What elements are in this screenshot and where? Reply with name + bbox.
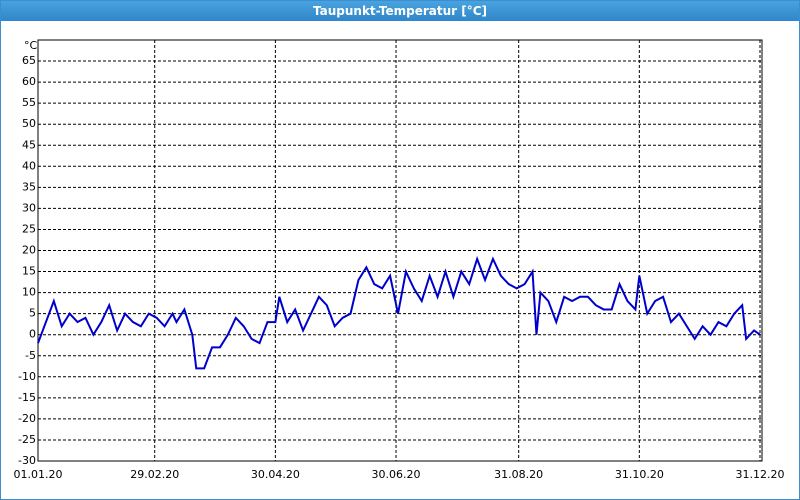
chart: °C -30 -25 -20 -15 -10 -5 0 5 10 15 20 25 30 35 40 45 50 5… [14, 39, 785, 481]
y-tick-label: 60 [22, 75, 36, 88]
y-tick-label: -20 [18, 412, 36, 425]
y-tick-label: 55 [22, 96, 36, 109]
y-tick-label: 65 [22, 54, 36, 67]
y-tick-label: -10 [18, 370, 36, 383]
y-tick-label: -15 [18, 391, 36, 404]
data-line [37, 255, 761, 370]
x-tick-label: 31.08.20 [494, 468, 543, 481]
y-tick-label: 45 [22, 138, 36, 151]
x-tick-label: 01.01.20 [14, 468, 63, 481]
y-tick-label: 40 [22, 159, 36, 172]
y-tick-label: -5 [25, 349, 36, 362]
y-unit: °C [24, 39, 38, 52]
x-tick-label: 31.10.20 [615, 468, 664, 481]
y-tick-label: -25 [18, 433, 36, 446]
y-tick-label: 50 [22, 117, 36, 130]
y-tick-label: 35 [22, 180, 36, 193]
y-tick-label: 10 [22, 286, 36, 299]
y-tick-label: 20 [22, 244, 36, 257]
y-tick-label: 5 [29, 307, 36, 320]
x-tick-label: 30.06.20 [372, 468, 421, 481]
y-tick-label: -30 [18, 454, 36, 467]
x-tick-label: 29.02.20 [130, 468, 179, 481]
y-tick-label: 25 [22, 222, 36, 235]
y-tick-label: 30 [22, 201, 36, 214]
x-tick-label: 30.04.20 [251, 468, 300, 481]
x-tick-label: 31.12.20 [736, 468, 785, 481]
y-tick-label: 15 [22, 265, 36, 278]
y-tick-label: 0 [29, 328, 36, 341]
title-bar: Taupunkt-Temperatur [°C] [1, 1, 799, 21]
